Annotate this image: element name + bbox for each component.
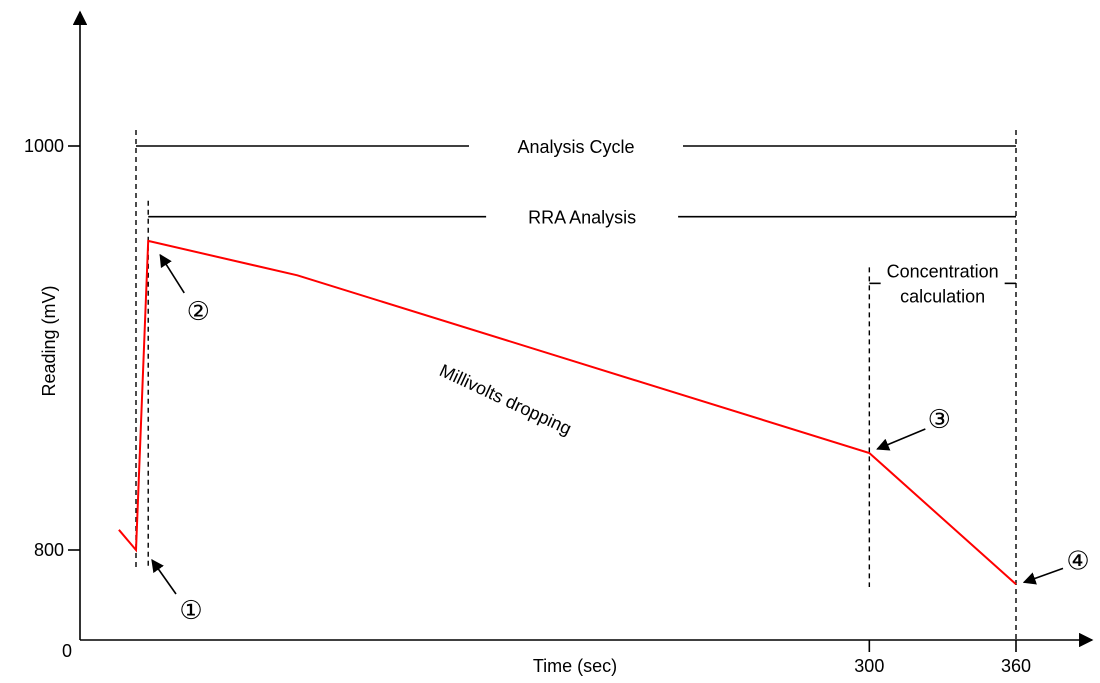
y-tick-label: 800 <box>34 540 64 560</box>
y-axis-label: Reading (mV) <box>39 285 59 396</box>
y-tick-label: 1000 <box>24 136 64 156</box>
marker-lines <box>135 130 1017 640</box>
annotation-arrow <box>159 253 185 294</box>
origin-label: 0 <box>62 641 72 661</box>
data-series <box>118 239 1017 586</box>
span-label: calculation <box>900 286 985 306</box>
annotation-arrow <box>876 428 926 451</box>
annotation-marker: ③ <box>928 404 951 434</box>
span-bars: Analysis Cycle RRA Analysis Concentration c… <box>136 137 1016 306</box>
series-line <box>118 239 1017 586</box>
annotation-marker: ④ <box>1066 545 1089 575</box>
axes <box>72 10 1094 648</box>
span-label: Concentration <box>887 261 999 281</box>
span-label: RRA Analysis <box>528 208 636 228</box>
span-label: Analysis Cycle <box>517 137 634 157</box>
annotation-marker: ② <box>187 296 210 326</box>
annotations: ① ② ③ ④ <box>151 253 1090 625</box>
x-tick-label: 360 <box>1001 656 1031 676</box>
curve-note: Millivolts dropping <box>436 360 574 439</box>
ticks: 800 1000 300 360 <box>24 136 1031 676</box>
x-axis-label: Time (sec) <box>533 656 617 676</box>
annotation-arrow <box>151 558 177 595</box>
annotation-arrow <box>1022 567 1064 585</box>
x-tick-label: 300 <box>854 656 884 676</box>
annotation-marker: ① <box>179 595 202 625</box>
